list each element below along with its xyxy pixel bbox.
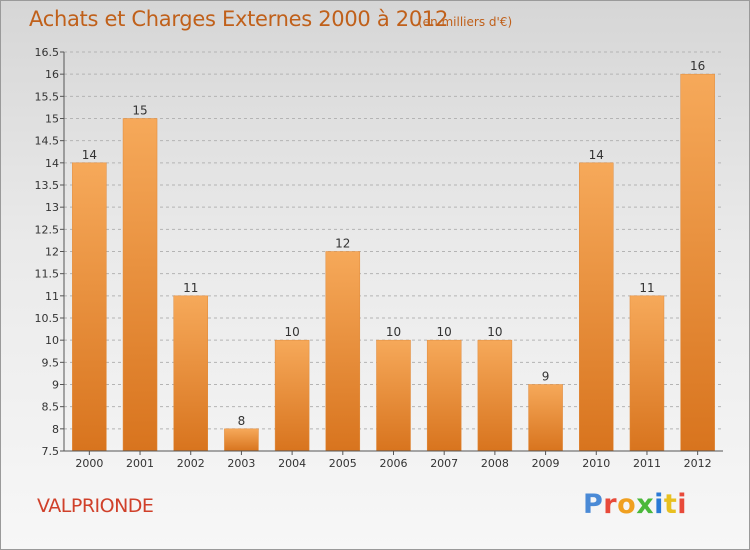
x-axis-ticks: 2000 2001 2002 2003 2004 2005 2006 2007 2008 2009… <box>75 451 712 470</box>
x-tick-label-2006: 2006 <box>380 457 408 470</box>
y-tick-label: 16.5 <box>35 46 60 59</box>
data-label-2007: 10 <box>437 325 452 339</box>
data-label-2006: 10 <box>386 325 401 339</box>
bar-2008 <box>477 339 513 452</box>
data-label-2010: 14 <box>589 148 604 162</box>
data-label-2000: 14 <box>82 148 97 162</box>
y-tick-label: 8.5 <box>42 401 60 414</box>
y-tick-label: 14.5 <box>35 135 60 148</box>
data-label-2004: 10 <box>284 325 299 339</box>
bar-2003 <box>224 428 259 452</box>
y-tick-label: 10.5 <box>35 312 60 325</box>
y-tick-label: 16 <box>45 68 59 81</box>
bar-2010 <box>579 162 614 452</box>
bar-2012 <box>680 73 715 452</box>
chart-unit: (en milliers d'€) <box>418 15 513 29</box>
y-tick-label: 13.5 <box>35 179 60 192</box>
bar-2011 <box>629 295 665 452</box>
y-tick-label: 12.5 <box>35 223 60 236</box>
x-tick-label-2004: 2004 <box>278 457 306 470</box>
bars <box>72 73 715 452</box>
x-tick-label-2009: 2009 <box>532 457 560 470</box>
commune-name: VALPRIONDE <box>37 495 154 517</box>
bar-2006 <box>376 339 411 452</box>
y-tick-label: 7.5 <box>42 445 60 458</box>
y-tick-label: 12 <box>45 246 59 259</box>
data-label-2009: 9 <box>542 370 550 384</box>
x-tick-label-2001: 2001 <box>126 457 154 470</box>
data-label-2008: 10 <box>487 325 502 339</box>
logo-letter: P <box>583 489 604 520</box>
x-tick-label-2010: 2010 <box>582 457 610 470</box>
x-tick-label-2011: 2011 <box>633 457 661 470</box>
bar-2005 <box>325 251 361 452</box>
x-tick-label-2000: 2000 <box>75 457 103 470</box>
y-tick-label: 15.5 <box>35 90 60 103</box>
bar-2002 <box>173 295 208 452</box>
x-tick-label-2012: 2012 <box>684 457 712 470</box>
logo-letter: x <box>636 489 655 520</box>
x-tick-label-2003: 2003 <box>227 457 255 470</box>
data-label-2011: 11 <box>639 281 654 295</box>
logo-letter: t <box>663 489 678 520</box>
data-label-2005: 12 <box>335 237 350 251</box>
chart-title: Achats et Charges Externes 2000 à 2012 <box>29 7 449 31</box>
y-tick-label: 15 <box>45 113 59 126</box>
data-label-2001: 15 <box>132 104 147 118</box>
y-tick-label: 9.5 <box>42 356 60 369</box>
bar-2001 <box>122 118 158 452</box>
data-label-2002: 11 <box>183 281 198 295</box>
bar-2009 <box>528 384 563 452</box>
y-tick-label: 14 <box>45 157 59 170</box>
data-label-2012: 16 <box>690 59 705 73</box>
x-tick-label-2005: 2005 <box>329 457 357 470</box>
y-tick-label: 13 <box>45 201 59 214</box>
y-tick-label: 8 <box>52 423 59 436</box>
x-tick-label-2002: 2002 <box>177 457 205 470</box>
bar-2004 <box>274 339 310 452</box>
x-tick-label-2008: 2008 <box>481 457 509 470</box>
y-tick-label: 9 <box>52 379 59 392</box>
y-tick-label: 10 <box>45 334 59 347</box>
proxiti-logo[interactable]: Proxiti <box>583 489 687 520</box>
data-label-2003: 8 <box>238 414 246 428</box>
y-tick-label: 11.5 <box>35 268 60 281</box>
logo-letter: o <box>617 489 637 520</box>
logo-letter: i <box>677 489 688 520</box>
bar-2000 <box>72 162 107 452</box>
y-axis-ticks: 7.5 8 8.5 9 9.5 10 10.5 11 11.5 12 12.5 13 13.5 14 14.… <box>35 46 64 458</box>
data-labels: 14 15 11 8 10 12 10 10 10 9 14 11 16 <box>82 59 706 428</box>
logo-letter: r <box>603 489 618 520</box>
x-tick-label-2007: 2007 <box>430 457 458 470</box>
bar-2007 <box>426 339 462 452</box>
y-tick-label: 11 <box>45 290 59 303</box>
logo-letter: i <box>654 489 664 520</box>
